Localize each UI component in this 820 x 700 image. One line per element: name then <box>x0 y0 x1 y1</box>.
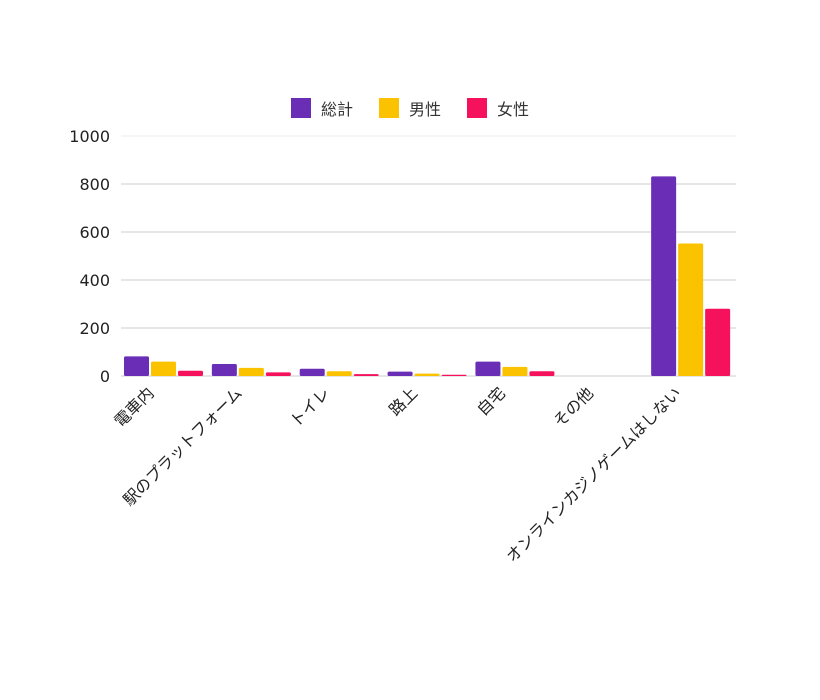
bar <box>265 372 291 376</box>
legend-item: 女性 <box>467 96 529 120</box>
legend-label: 女性 <box>497 100 530 119</box>
bar <box>475 361 501 376</box>
legend-swatch <box>290 98 311 118</box>
bar <box>502 366 528 376</box>
y-tick-label: 0 <box>100 367 110 386</box>
x-tick-label: 路上 <box>385 383 421 419</box>
legend-label: 男性 <box>408 100 441 119</box>
bar <box>211 364 237 376</box>
bar <box>414 373 440 376</box>
legend-item: 総計 <box>290 96 353 120</box>
bar <box>678 243 704 376</box>
legend-swatch <box>378 98 399 118</box>
bar <box>238 367 264 376</box>
legend-swatch <box>467 98 487 118</box>
legend-label: 総計 <box>320 100 353 119</box>
bar <box>299 368 325 376</box>
bar <box>651 176 677 376</box>
legend-item: 男性 <box>378 96 441 120</box>
y-tick-label: 200 <box>79 319 110 338</box>
y-tick-label: 1000 <box>69 127 110 146</box>
x-tick-label: その他 <box>550 383 597 430</box>
bar <box>529 371 555 376</box>
x-tick-label: 自宅 <box>473 383 509 419</box>
bar <box>387 371 413 376</box>
y-tick-label: 600 <box>79 223 110 242</box>
y-tick-label: 400 <box>79 271 110 290</box>
x-tick-label: 電車内 <box>110 383 157 430</box>
bar <box>151 361 176 376</box>
y-tick-label: 800 <box>79 175 110 194</box>
bar <box>705 308 731 376</box>
x-tick-label: トイレ <box>286 383 333 430</box>
bar <box>124 356 149 376</box>
bar <box>353 374 379 376</box>
legend: 総計 男性 女性 <box>0 96 820 120</box>
x-tick-label: オンラインカジノゲームはしない <box>502 383 685 566</box>
bar <box>326 371 352 376</box>
bar <box>178 370 203 376</box>
bar <box>441 374 467 376</box>
